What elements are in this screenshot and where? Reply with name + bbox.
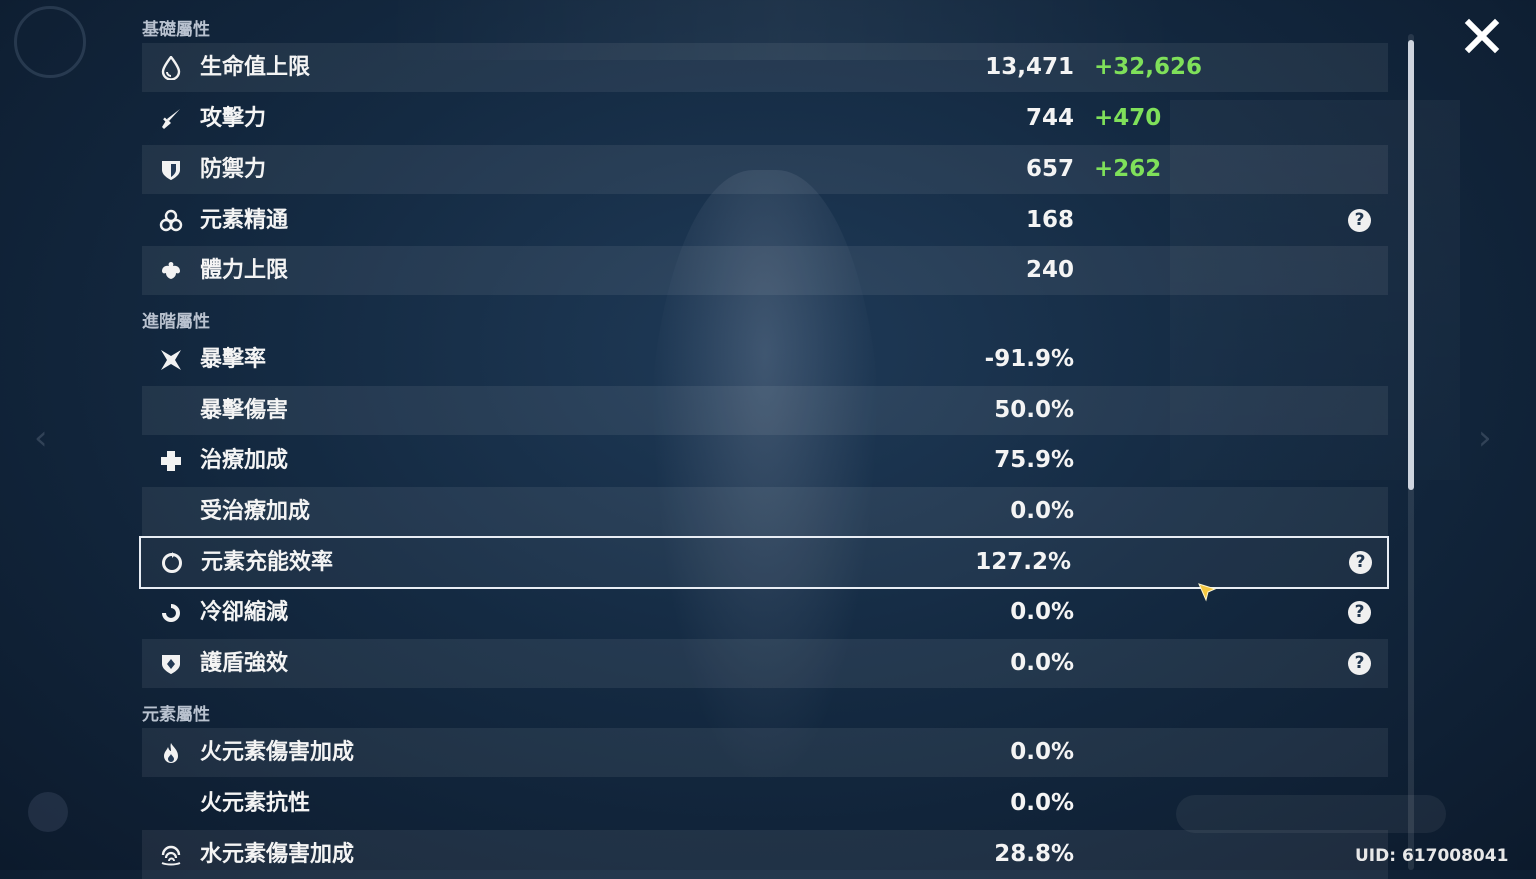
section-title-elemental: 元素屬性 [142, 705, 210, 725]
stat-value: 0.0% [1010, 650, 1074, 676]
stat-row-crit-rate[interactable]: 暴擊率 -91.9% [142, 335, 1388, 384]
stat-label: 受治療加成 [200, 499, 311, 524]
stat-label: 治療加成 [200, 448, 289, 473]
stat-row-def[interactable]: 防禦力 657 +262 [142, 145, 1388, 194]
stat-value: 0.0% [1010, 739, 1074, 765]
stat-row-hydro-dmg[interactable]: 水元素傷害加成 28.8% [142, 830, 1388, 879]
stat-value: 168 [1025, 207, 1074, 233]
menu-grid-icon[interactable] [28, 792, 68, 832]
stat-value: 657 [1025, 156, 1074, 182]
stat-row-energy-recharge[interactable]: 元素充能效率 127.2% ? [139, 536, 1389, 589]
healing-cross-icon [158, 448, 184, 474]
stat-bonus: +262 [1094, 156, 1162, 182]
stat-value: 127.2% [975, 549, 1071, 575]
help-icon[interactable]: ? [1348, 601, 1371, 624]
stat-row-shield-strength[interactable]: 護盾強效 0.0% ? [142, 639, 1388, 688]
mouse-cursor-icon [1198, 583, 1218, 603]
close-button[interactable] [1462, 16, 1502, 56]
stat-row-healing-bonus[interactable]: 治療加成 75.9% [142, 436, 1388, 485]
stat-label: 體力上限 [200, 258, 289, 283]
elemental-mastery-icon [158, 208, 184, 234]
cooldown-icon [158, 600, 184, 626]
stat-row-cd-reduction[interactable]: 冷卻縮減 0.0% ? [142, 588, 1388, 637]
stat-value: 0.0% [1010, 498, 1074, 524]
shield-strength-icon [158, 651, 184, 677]
element-emblem-icon [14, 6, 86, 78]
stat-label: 火元素傷害加成 [200, 740, 355, 765]
sword-icon [158, 106, 184, 132]
stat-label: 防禦力 [200, 157, 267, 182]
stat-label: 生命值上限 [200, 55, 311, 80]
character-model [650, 170, 880, 790]
stat-bonus: +470 [1094, 105, 1162, 131]
stat-row-incoming-healing[interactable]: 受治療加成 0.0% [142, 487, 1388, 536]
stat-label: 冷卻縮減 [200, 600, 289, 625]
stat-row-pyro-dmg[interactable]: 火元素傷害加成 0.0% [142, 728, 1388, 777]
stat-label: 暴擊傷害 [200, 398, 289, 423]
stat-row-hp[interactable]: 生命值上限 13,471 +32,626 [142, 43, 1388, 92]
previous-arrow-icon[interactable]: ‹ [34, 418, 48, 458]
next-arrow-icon[interactable]: › [1478, 418, 1492, 458]
stat-row-pyro-res[interactable]: 火元素抗性 0.0% [142, 779, 1388, 828]
stat-bonus: +32,626 [1094, 54, 1203, 80]
stamina-icon [158, 258, 184, 284]
character-portrait-strip [380, 0, 1180, 60]
help-icon[interactable]: ? [1348, 209, 1371, 232]
switch-character-button[interactable] [1176, 795, 1446, 833]
player-uid: UID: 617008041 [1355, 846, 1509, 866]
stat-value: 13,471 [985, 54, 1074, 80]
stat-label: 元素充能效率 [201, 550, 334, 575]
hp-drop-icon [158, 55, 184, 81]
help-icon[interactable]: ? [1349, 551, 1372, 574]
stat-row-elemental-mastery[interactable]: 元素精通 168 ? [142, 196, 1388, 245]
stat-label: 水元素傷害加成 [200, 842, 355, 867]
help-icon[interactable]: ? [1348, 652, 1371, 675]
shield-icon [158, 157, 184, 183]
stat-value: 50.0% [994, 397, 1074, 423]
stat-label: 火元素抗性 [200, 791, 311, 816]
section-title-advanced: 進階屬性 [142, 312, 210, 332]
stat-value: -91.9% [984, 346, 1074, 372]
stat-value: 28.8% [994, 841, 1074, 867]
stat-label: 暴擊率 [200, 347, 267, 372]
stat-row-stamina[interactable]: 體力上限 240 [142, 246, 1388, 295]
stat-value: 0.0% [1010, 599, 1074, 625]
close-icon [1464, 18, 1500, 54]
stat-label: 護盾強效 [200, 651, 289, 676]
crit-star-icon [158, 347, 184, 373]
pyro-icon [158, 740, 184, 766]
stat-row-atk[interactable]: 攻擊力 744 +470 [142, 94, 1388, 143]
energy-recharge-icon [159, 550, 185, 576]
scrollbar-thumb[interactable] [1408, 40, 1414, 490]
stat-row-crit-dmg[interactable]: 暴擊傷害 50.0% [142, 386, 1388, 435]
section-title-base: 基礎屬性 [142, 20, 210, 40]
hydro-icon [158, 842, 184, 868]
stat-value: 0.0% [1010, 790, 1074, 816]
stat-value: 744 [1025, 105, 1074, 131]
stat-value: 75.9% [994, 447, 1074, 473]
stat-value: 240 [1025, 257, 1074, 283]
stat-label: 攻擊力 [200, 106, 267, 131]
stat-label: 元素精通 [200, 208, 289, 233]
